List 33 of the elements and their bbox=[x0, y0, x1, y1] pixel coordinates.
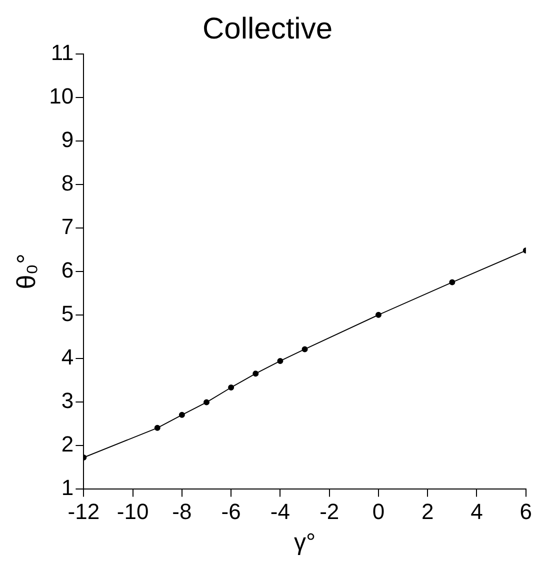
y-tick-label: 8 bbox=[61, 170, 74, 196]
x-tick-label: -6 bbox=[221, 499, 241, 524]
point bbox=[204, 399, 210, 406]
point bbox=[154, 424, 160, 431]
x-tick-label: 0 bbox=[372, 499, 385, 524]
chart-title: Collective bbox=[202, 12, 333, 46]
y-tick-label: 5 bbox=[61, 300, 74, 326]
y-tick-label: 4 bbox=[61, 344, 74, 370]
x-tick-label: -4 bbox=[270, 499, 290, 524]
point bbox=[375, 312, 382, 318]
y-tick-label: 11 bbox=[50, 40, 74, 66]
x-tick-label: 2 bbox=[421, 499, 434, 524]
y-tick-label: 6 bbox=[61, 257, 74, 282]
x-tick-label: -10 bbox=[116, 499, 149, 524]
point bbox=[178, 412, 185, 418]
point bbox=[449, 279, 456, 286]
y-tick-label: 2 bbox=[61, 431, 74, 456]
point bbox=[302, 346, 308, 352]
x-tick-label: -2 bbox=[320, 499, 340, 524]
x-axis-title: γ° bbox=[294, 529, 316, 556]
y-tick-label: 7 bbox=[61, 214, 74, 239]
y-axis-title: θ₀° bbox=[10, 254, 41, 290]
y-tick-label: 10 bbox=[49, 84, 74, 109]
y-tick-label: 3 bbox=[61, 388, 74, 413]
point bbox=[228, 384, 234, 390]
y-tick-label: 1 bbox=[61, 474, 74, 500]
x-tick-label: -12 bbox=[68, 499, 100, 524]
x-tick-label: 6 bbox=[520, 499, 532, 524]
x-tick-label: 4 bbox=[470, 499, 483, 524]
point bbox=[252, 370, 259, 377]
point bbox=[277, 358, 284, 364]
y-tick-label: 9 bbox=[61, 127, 74, 152]
x-tick-label: -8 bbox=[172, 499, 192, 524]
